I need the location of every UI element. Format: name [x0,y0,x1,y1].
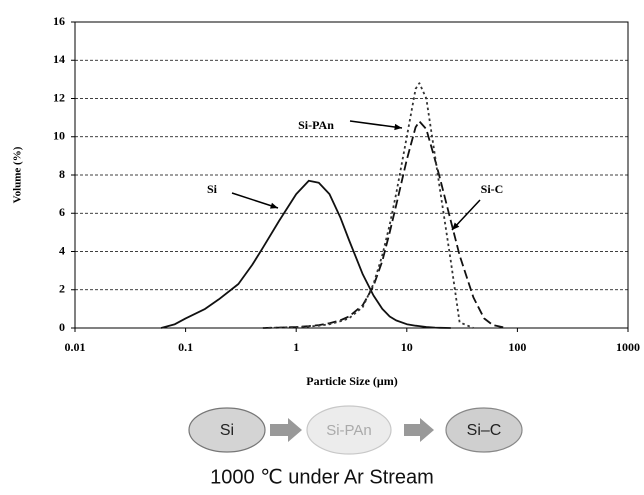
x-axis-title: Particle Size (μm) [306,374,397,388]
y-tick-label: 16 [53,14,65,28]
arrow-head [394,123,402,131]
series-label: Si-C [481,182,504,196]
series-line [160,179,451,329]
x-tick-label: 1000 [616,340,640,354]
step-label: Si-PAn [326,422,372,439]
y-tick-label: 2 [59,282,65,296]
si-particle [188,407,266,453]
x-tick-label: 0.01 [65,340,86,354]
x-tick-label: 100 [508,340,526,354]
series-line [262,82,474,329]
step-label: Si–C [467,422,502,439]
y-tick-label: 10 [53,129,65,143]
x-tick-label: 10 [401,340,413,354]
y-tick-label: 6 [59,205,65,219]
y-axis-title: Volume (%) [12,146,24,203]
y-tick-label: 8 [59,167,65,181]
process-arrow [270,418,302,442]
series-label: Si-PAn [298,118,334,132]
y-tick-label: 0 [59,320,65,334]
y-tick-label: 14 [53,52,65,66]
si-c-particle [445,407,523,453]
label-arrow [231,192,279,209]
process-diagram: Si Si-PAn Si–C 1000 ℃ under Ar Stream [188,405,523,488]
x-tick-label: 0.1 [178,340,193,354]
series-label: Si [207,182,218,196]
arrow-head [452,222,460,230]
diagram-caption: 1000 ℃ under Ar Stream [210,466,434,488]
process-arrow [404,418,434,442]
y-tick-label: 12 [53,90,65,104]
step-label: Si [220,422,234,439]
x-tick-label: 1 [293,340,299,354]
si-pan-particle [306,405,392,455]
arrow-head [270,202,278,209]
y-tick-label: 4 [59,243,65,257]
series-line [262,120,507,329]
label-arrow [349,120,403,129]
